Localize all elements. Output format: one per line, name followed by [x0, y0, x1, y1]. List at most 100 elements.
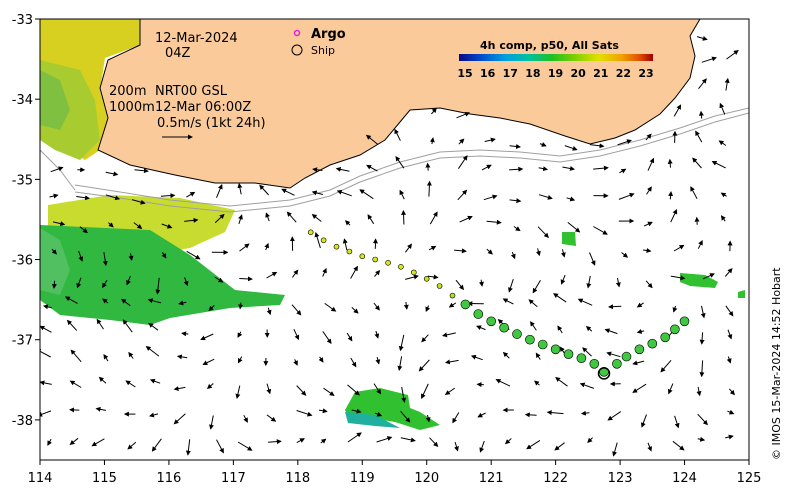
current-vector [296, 438, 305, 444]
current-vector [495, 379, 511, 387]
current-vector [51, 248, 57, 255]
x-tick-label: 120 [414, 471, 439, 486]
x-tick-label: 117 [221, 471, 246, 486]
current-vector [562, 165, 575, 171]
current-vector [134, 168, 149, 174]
current-vector [184, 217, 199, 223]
current-vector [405, 274, 419, 280]
current-vector [695, 130, 703, 143]
current-vector [237, 441, 253, 451]
x-tick-label: 125 [737, 471, 762, 486]
current-vector [238, 302, 244, 310]
current-vector [125, 380, 136, 388]
current-vector [243, 414, 248, 423]
current-vector [322, 331, 332, 345]
sst-patches [40, 19, 745, 430]
current-vector [645, 133, 652, 141]
current-vector [699, 332, 705, 345]
current-vector [178, 300, 187, 306]
current-vector [47, 438, 52, 446]
current-vector [161, 252, 167, 259]
track-point [333, 243, 340, 250]
current-vector [509, 166, 524, 172]
track-point [563, 349, 574, 360]
sst-patch-small [562, 232, 576, 246]
current-vector [725, 434, 734, 440]
current-vector [459, 215, 473, 223]
current-vector [131, 199, 146, 205]
ship-marker-icon [291, 44, 303, 56]
current-vector [238, 214, 243, 225]
current-vector [202, 358, 215, 365]
product-label: NRT00 GSL [155, 84, 228, 99]
contour-200m [74, 107, 749, 207]
colorbar-tick-label: 23 [638, 67, 653, 80]
current-vector [237, 331, 243, 338]
current-vector [608, 304, 622, 310]
current-vector [145, 345, 160, 357]
current-vector [606, 351, 621, 358]
current-vector [128, 351, 134, 359]
current-vector [528, 299, 538, 308]
current-vector [351, 408, 362, 414]
current-vector [526, 439, 541, 450]
current-vector [186, 250, 201, 260]
current-vector [647, 157, 655, 171]
current-vector [367, 214, 375, 225]
current-vector [148, 322, 159, 331]
current-vector [539, 142, 547, 147]
current-vector [429, 137, 435, 145]
current-vector [560, 249, 566, 258]
current-vector [660, 359, 672, 373]
current-vector [479, 440, 485, 453]
x-tick-label: 122 [543, 471, 568, 486]
current-vector [696, 35, 708, 41]
current-vector [718, 140, 727, 146]
sst-patch-island-cool [345, 412, 400, 428]
track-point [398, 263, 404, 270]
track-point [621, 351, 632, 362]
track-point [550, 344, 561, 355]
current-vector [585, 325, 593, 332]
current-vector [672, 440, 685, 451]
current-vector [404, 243, 412, 253]
current-vector [470, 354, 483, 361]
current-vector [266, 307, 272, 316]
track-point [449, 292, 456, 299]
current-vector [69, 380, 82, 388]
current-vector [577, 298, 593, 306]
current-vector [457, 189, 468, 201]
current-vector [291, 304, 302, 316]
track-point [410, 269, 417, 276]
current-vector [457, 155, 468, 169]
sst-patch-island [345, 388, 440, 430]
current-vector [350, 357, 357, 368]
current-vector [335, 166, 350, 172]
track-point [634, 344, 645, 355]
track-point [460, 299, 471, 310]
current-vector [725, 305, 734, 317]
sst-patch-south [40, 225, 285, 325]
current-vector [311, 213, 322, 222]
current-vector [615, 278, 621, 288]
current-vector [673, 104, 682, 117]
colorbar-tick-label: 18 [525, 67, 540, 80]
current-vector [200, 333, 214, 341]
current-vector [727, 409, 735, 415]
colorbar-tick-label: 16 [480, 67, 496, 80]
current-vector [345, 220, 351, 226]
current-vector [347, 432, 362, 443]
current-vector [102, 252, 108, 267]
track-point [537, 339, 548, 350]
current-vector [373, 302, 380, 311]
colorbar-ticks: 15 16 17 18 19 20 21 22 23 [457, 67, 653, 80]
colorbar-tick-label: 21 [593, 67, 608, 80]
current-vector [397, 356, 403, 371]
sst-patch-east [680, 273, 718, 288]
current-vector [697, 436, 706, 442]
current-vector [293, 359, 298, 366]
current-vector [183, 277, 189, 287]
current-vector [484, 137, 496, 143]
current-vector [120, 298, 131, 307]
current-vector [161, 223, 173, 229]
